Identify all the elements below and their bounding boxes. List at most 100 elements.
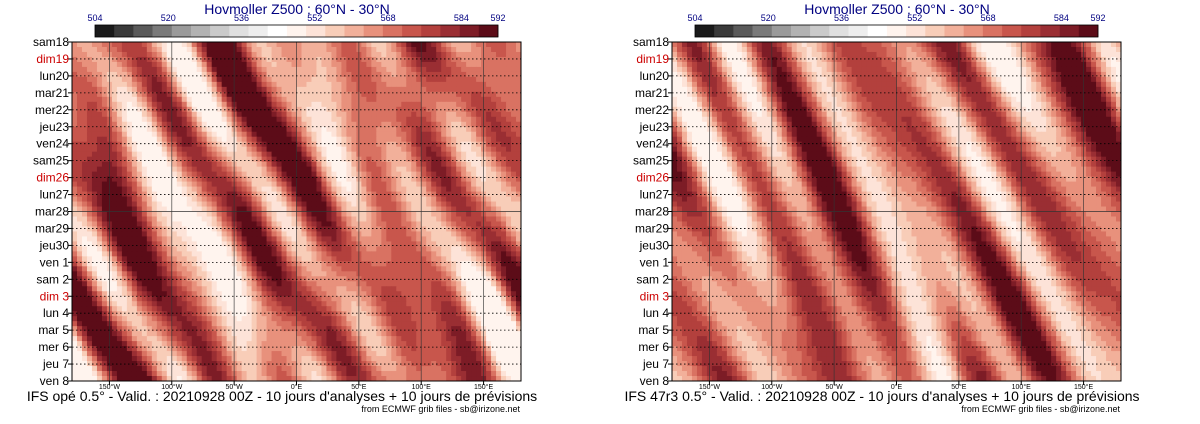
heatmap-cell bbox=[281, 186, 288, 193]
heatmap-cell bbox=[316, 306, 323, 312]
heatmap-cell bbox=[461, 156, 467, 163]
heatmap-cell bbox=[321, 141, 328, 148]
heatmap-cell bbox=[476, 51, 482, 58]
heatmap-cell bbox=[451, 276, 457, 282]
heatmap-cell bbox=[136, 266, 143, 272]
heatmap-cell bbox=[361, 226, 367, 233]
heatmap-cell bbox=[466, 61, 472, 68]
heatmap-cell bbox=[271, 81, 278, 88]
heatmap-cell bbox=[336, 181, 342, 188]
heatmap-cell bbox=[126, 141, 133, 148]
heatmap-cell bbox=[371, 311, 377, 317]
colorbar-tick-label: 552 bbox=[307, 13, 322, 23]
heatmap-cell bbox=[281, 201, 288, 208]
heatmap-cell bbox=[346, 56, 352, 63]
heatmap-cell bbox=[491, 66, 497, 73]
heatmap-cell bbox=[111, 61, 118, 68]
heatmap-cell bbox=[361, 281, 367, 287]
heatmap-cell bbox=[386, 226, 392, 233]
heatmap-cell bbox=[116, 236, 123, 243]
heatmap-cell bbox=[466, 266, 472, 272]
heatmap-cell bbox=[72, 86, 78, 93]
heatmap-cell bbox=[186, 42, 193, 48]
heatmap-cell bbox=[151, 311, 158, 317]
heatmap-cell bbox=[401, 296, 407, 302]
heatmap-cell bbox=[386, 246, 392, 252]
heatmap-cell bbox=[496, 91, 502, 98]
heatmap-cell bbox=[476, 301, 482, 307]
heatmap-cell bbox=[416, 71, 422, 78]
heatmap-cell bbox=[396, 146, 402, 153]
heatmap-cell bbox=[491, 56, 497, 63]
heatmap-cell bbox=[426, 201, 432, 208]
heatmap-cell bbox=[196, 126, 203, 133]
heatmap-cell bbox=[341, 211, 347, 218]
heatmap-cell bbox=[391, 196, 397, 203]
heatmap-cell bbox=[191, 201, 198, 208]
heatmap-cell bbox=[276, 266, 283, 272]
heatmap-cell bbox=[126, 66, 133, 73]
heatmap-cell bbox=[341, 161, 347, 168]
heatmap-cell bbox=[271, 111, 278, 118]
heatmap-cell bbox=[126, 71, 133, 78]
heatmap-cell bbox=[241, 246, 248, 252]
heatmap-cell bbox=[376, 281, 382, 287]
heatmap-cell bbox=[131, 46, 138, 53]
heatmap-cell bbox=[426, 86, 432, 93]
heatmap-cell bbox=[156, 226, 163, 233]
heatmap-cell bbox=[201, 256, 208, 262]
heatmap-cell bbox=[391, 141, 397, 148]
heatmap-cell bbox=[271, 221, 278, 228]
heatmap-cell bbox=[451, 81, 457, 88]
heatmap-cell bbox=[251, 301, 258, 307]
heatmap-cell bbox=[506, 101, 512, 108]
heatmap-cell bbox=[471, 96, 477, 103]
heatmap-cell bbox=[186, 86, 193, 93]
heatmap-cell bbox=[491, 221, 497, 228]
heatmap-cell bbox=[241, 181, 248, 188]
heatmap-cell bbox=[366, 131, 372, 138]
heatmap-cell bbox=[241, 131, 248, 138]
heatmap-cell bbox=[406, 306, 412, 312]
heatmap-cell bbox=[456, 236, 462, 243]
heatmap-cell bbox=[491, 251, 497, 257]
heatmap-cell bbox=[456, 206, 462, 213]
heatmap-cell bbox=[211, 51, 218, 58]
heatmap-cell bbox=[236, 86, 243, 93]
heatmap-cell bbox=[396, 121, 402, 128]
heatmap-cell bbox=[131, 206, 138, 213]
heatmap-cell bbox=[441, 146, 447, 153]
heatmap-cell bbox=[241, 266, 248, 272]
heatmap-cell bbox=[256, 126, 263, 133]
heatmap-cell bbox=[176, 186, 183, 193]
heatmap-cell bbox=[436, 266, 442, 272]
heatmap-cell bbox=[421, 231, 427, 238]
heatmap-cell bbox=[511, 66, 517, 73]
heatmap-cell bbox=[136, 221, 143, 228]
heatmap-cell bbox=[166, 146, 173, 153]
heatmap-cell bbox=[221, 216, 228, 223]
heatmap-cell bbox=[171, 221, 178, 228]
heatmap-cell bbox=[141, 291, 148, 297]
heatmap-cell bbox=[306, 101, 313, 108]
heatmap-cell bbox=[81, 61, 88, 68]
heatmap-cell bbox=[461, 201, 467, 208]
heatmap-cell bbox=[261, 256, 268, 262]
heatmap-cell bbox=[501, 156, 507, 163]
heatmap-cell bbox=[276, 146, 283, 153]
heatmap-cell bbox=[196, 146, 203, 153]
heatmap-cell bbox=[496, 121, 502, 128]
heatmap-cell bbox=[241, 241, 248, 247]
heatmap-cell bbox=[76, 176, 83, 183]
heatmap-cell bbox=[491, 301, 497, 307]
heatmap-cell bbox=[431, 236, 437, 243]
heatmap-cell bbox=[331, 261, 338, 267]
heatmap-cell bbox=[121, 136, 128, 143]
heatmap-cell bbox=[501, 221, 507, 228]
heatmap-cell bbox=[91, 186, 98, 193]
heatmap-cell bbox=[296, 151, 303, 158]
heatmap-cell bbox=[346, 286, 352, 292]
heatmap-cell bbox=[516, 76, 521, 83]
heatmap-cell bbox=[171, 216, 178, 223]
heatmap-cell bbox=[351, 161, 357, 168]
